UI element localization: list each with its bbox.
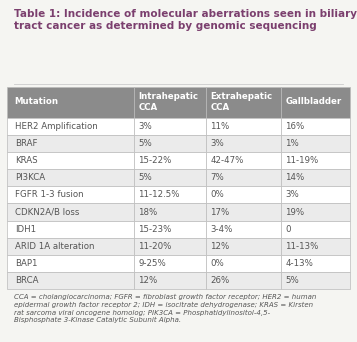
Bar [281, 203, 350, 221]
Bar [206, 152, 281, 169]
Text: Gallbladder: Gallbladder [286, 97, 342, 106]
Bar [206, 272, 281, 289]
Text: 5%: 5% [138, 173, 152, 182]
Text: 3%: 3% [286, 190, 299, 199]
Bar [7, 186, 134, 203]
Bar [7, 169, 134, 186]
Bar [7, 255, 134, 272]
Text: 0%: 0% [210, 190, 224, 199]
Text: KRAS: KRAS [15, 156, 37, 165]
Bar [206, 255, 281, 272]
Bar [134, 135, 206, 152]
Bar [7, 152, 134, 169]
Bar [206, 203, 281, 221]
Bar [7, 203, 134, 221]
Bar [7, 87, 134, 118]
Bar [206, 87, 281, 118]
Text: 14%: 14% [286, 173, 305, 182]
Bar [281, 255, 350, 272]
Text: 5%: 5% [286, 276, 299, 285]
Bar [134, 272, 206, 289]
Text: 12%: 12% [210, 242, 230, 251]
Bar [7, 221, 134, 238]
Text: 4-13%: 4-13% [286, 259, 313, 268]
Text: 19%: 19% [286, 208, 305, 216]
Bar [134, 238, 206, 255]
Bar [134, 186, 206, 203]
Bar [206, 221, 281, 238]
Bar [281, 186, 350, 203]
Text: 42-47%: 42-47% [210, 156, 244, 165]
Text: FGFR 1-3 fusion: FGFR 1-3 fusion [15, 190, 84, 199]
Text: 3%: 3% [210, 139, 224, 148]
Text: 1%: 1% [286, 139, 299, 148]
Text: BRAF: BRAF [15, 139, 37, 148]
Text: 0%: 0% [210, 259, 224, 268]
Bar [134, 118, 206, 135]
Text: 0: 0 [286, 225, 291, 234]
Text: 5%: 5% [138, 139, 152, 148]
Bar [281, 135, 350, 152]
Bar [134, 152, 206, 169]
Text: 15-23%: 15-23% [138, 225, 172, 234]
Bar [206, 118, 281, 135]
Bar [206, 186, 281, 203]
Text: 26%: 26% [210, 276, 230, 285]
Text: BRCA: BRCA [15, 276, 38, 285]
Text: 11-12.5%: 11-12.5% [138, 190, 180, 199]
Bar [206, 135, 281, 152]
Text: CDKN2A/B loss: CDKN2A/B loss [15, 208, 79, 216]
Bar [281, 169, 350, 186]
Text: 15-22%: 15-22% [138, 156, 172, 165]
Bar [134, 203, 206, 221]
Text: CCA = cholangiocarcinoma; FGFR = fibroblast growth factor receptor; HER2 = human: CCA = cholangiocarcinoma; FGFR = fibrobl… [14, 294, 317, 323]
Bar [281, 118, 350, 135]
Bar [7, 238, 134, 255]
Text: 3-4%: 3-4% [210, 225, 233, 234]
Bar [206, 238, 281, 255]
Text: Extrahepatic
CCA: Extrahepatic CCA [210, 92, 272, 112]
Text: 17%: 17% [210, 208, 230, 216]
Text: 11-19%: 11-19% [286, 156, 319, 165]
Bar [281, 87, 350, 118]
Text: ARID 1A alteration: ARID 1A alteration [15, 242, 94, 251]
Bar [281, 152, 350, 169]
Text: 18%: 18% [138, 208, 157, 216]
Text: 3%: 3% [138, 122, 152, 131]
Text: 7%: 7% [210, 173, 224, 182]
Text: 11-20%: 11-20% [138, 242, 172, 251]
Bar [134, 221, 206, 238]
Bar [134, 169, 206, 186]
Text: Intrahepatic
CCA: Intrahepatic CCA [138, 92, 198, 112]
Text: Table 1: Incidence of molecular aberrations seen in biliary
tract cancer as dete: Table 1: Incidence of molecular aberrati… [14, 9, 357, 31]
Bar [206, 169, 281, 186]
Text: 16%: 16% [286, 122, 305, 131]
Text: HER2 Amplification: HER2 Amplification [15, 122, 97, 131]
Text: 12%: 12% [138, 276, 157, 285]
Text: Mutation: Mutation [15, 97, 59, 106]
Text: BAP1: BAP1 [15, 259, 37, 268]
Bar [7, 272, 134, 289]
Text: 9-25%: 9-25% [138, 259, 166, 268]
Bar [281, 221, 350, 238]
Text: 11%: 11% [210, 122, 230, 131]
Bar [281, 272, 350, 289]
Text: PI3KCA: PI3KCA [15, 173, 45, 182]
Bar [281, 238, 350, 255]
Text: IDH1: IDH1 [15, 225, 36, 234]
Text: 11-13%: 11-13% [286, 242, 319, 251]
Bar [7, 135, 134, 152]
Bar [134, 255, 206, 272]
Bar [134, 87, 206, 118]
Bar [7, 118, 134, 135]
